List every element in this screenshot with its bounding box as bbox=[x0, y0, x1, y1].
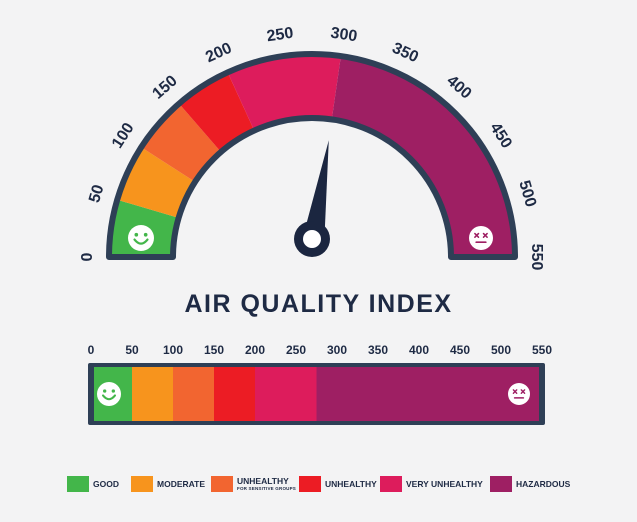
gauge-tick-label: 350 bbox=[389, 40, 420, 67]
gauge-tick-label: 250 bbox=[266, 25, 295, 46]
smiley-face-icon bbox=[128, 225, 154, 251]
dead-face-icon bbox=[508, 383, 530, 405]
legend: GOOD MODERATE UNHEALTHY FOR SENSITIVE GROUP… bbox=[0, 470, 637, 500]
gauge-tick-label: 0 bbox=[79, 252, 96, 261]
gauge-tick-label: 200 bbox=[203, 40, 234, 67]
legend-swatch bbox=[490, 476, 512, 492]
bar-tick-label: 0 bbox=[87, 343, 95, 357]
legend-item-unhealthy: UNHEALTHY bbox=[299, 476, 377, 492]
gauge-tick-label: 300 bbox=[329, 25, 358, 46]
bar-segment-unhealthy_sensitive bbox=[173, 367, 214, 421]
bar-tick-label: 150 bbox=[203, 343, 225, 357]
bar-segment-hazardous bbox=[316, 367, 539, 421]
legend-label: MODERATE bbox=[157, 478, 206, 489]
legend-label: VERY UNHEALTHY bbox=[406, 478, 483, 489]
page-title: AIR QUALITY INDEX bbox=[184, 290, 453, 318]
gauge-tick-label: 150 bbox=[149, 72, 180, 102]
bar-tick-label: 50 bbox=[125, 343, 139, 357]
bar-scale-labels: 0 50 100 150 200 250 300 350 400 450 500 550 bbox=[0, 343, 637, 361]
gauge-segment-hazardous bbox=[331, 56, 515, 257]
gauge-tick-label: 50 bbox=[86, 183, 107, 205]
bar-tick-label: 300 bbox=[326, 343, 348, 357]
legend-swatch bbox=[299, 476, 321, 492]
bar-tick-label: 400 bbox=[408, 343, 430, 357]
gauge-needle bbox=[294, 140, 330, 257]
legend-swatch bbox=[380, 476, 402, 492]
smiley-face-icon bbox=[97, 382, 121, 406]
legend-swatch bbox=[211, 476, 233, 492]
legend-item-good: GOOD bbox=[67, 476, 119, 492]
legend-label: GOOD bbox=[93, 478, 119, 489]
legend-sublabel: FOR SENSITIVE GROUPS bbox=[237, 485, 297, 491]
gauge-segment-very_unhealthy bbox=[227, 54, 341, 131]
bar-tick-label: 350 bbox=[367, 343, 389, 357]
legend-label: HAZARDOUS bbox=[516, 478, 571, 489]
bar-tick-label: 550 bbox=[531, 343, 553, 357]
legend-item-hazardous: HAZARDOUS bbox=[490, 476, 570, 492]
legend-swatch bbox=[131, 476, 153, 492]
bar-tick-label: 250 bbox=[285, 343, 307, 357]
bar-tick-label: 200 bbox=[244, 343, 266, 357]
bar-tick-label: 500 bbox=[490, 343, 512, 357]
bar-tick-label: 100 bbox=[162, 343, 184, 357]
legend-swatch bbox=[67, 476, 89, 492]
legend-item-unhealthy_sensitive: UNHEALTHY FOR SENSITIVE GROUPS bbox=[211, 476, 296, 492]
bar-segment-unhealthy bbox=[214, 367, 255, 421]
gauge-tick-label: 450 bbox=[486, 120, 515, 152]
legend-label: UNHEALTHY bbox=[237, 475, 289, 486]
aqi-bar bbox=[88, 363, 545, 425]
gauge-segment-moderate bbox=[117, 147, 196, 218]
gauge-tick-label: 500 bbox=[515, 179, 539, 210]
dead-face-icon bbox=[469, 226, 493, 250]
bar-tick-label: 450 bbox=[449, 343, 471, 357]
gauge-tick-label: 550 bbox=[528, 244, 545, 271]
gauge-tick-label: 100 bbox=[109, 120, 138, 152]
bar-segment-moderate bbox=[132, 367, 173, 421]
gauge-tick-label: 400 bbox=[443, 72, 474, 102]
bar-segment-very_unhealthy bbox=[255, 367, 317, 421]
legend-item-moderate: MODERATE bbox=[131, 476, 205, 492]
legend-label: UNHEALTHY bbox=[325, 478, 377, 489]
legend-item-very_unhealthy: VERY UNHEALTHY bbox=[380, 476, 483, 492]
aqi-gauge: 0 50 100 150 200 250 300 350 400 450 500 550 bbox=[79, 25, 545, 271]
gauge-outline bbox=[106, 51, 518, 260]
